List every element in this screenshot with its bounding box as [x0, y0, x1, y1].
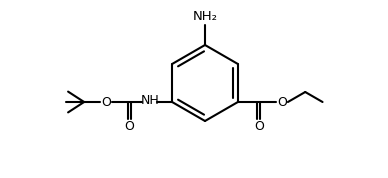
Text: O: O [254, 119, 264, 132]
Text: O: O [124, 119, 134, 132]
Text: O: O [101, 96, 111, 109]
Text: O: O [277, 96, 287, 109]
Text: NH: NH [141, 95, 159, 108]
Text: NH₂: NH₂ [192, 11, 218, 23]
